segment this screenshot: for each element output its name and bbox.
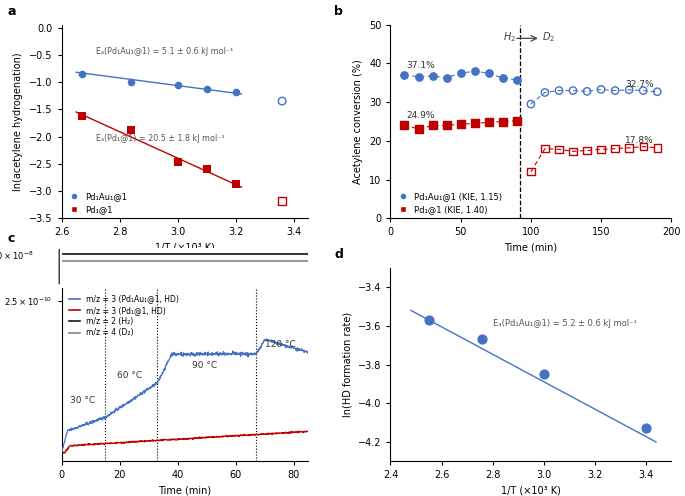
Point — [126, 78, 137, 86]
Point — [623, 144, 634, 152]
Text: a: a — [8, 5, 16, 18]
Point — [567, 147, 578, 155]
Point — [413, 73, 424, 81]
Text: b: b — [334, 5, 343, 18]
Text: 60 °C: 60 °C — [116, 371, 142, 380]
Point — [427, 72, 438, 80]
Point — [441, 74, 452, 82]
Point — [582, 87, 593, 95]
Text: 24.9%: 24.9% — [406, 111, 434, 120]
Point — [638, 143, 649, 151]
Text: 120 °C: 120 °C — [264, 340, 295, 349]
Point — [469, 120, 480, 127]
Point — [538, 371, 549, 378]
Text: Eₐ(Pd₁@1) = 20.5 ± 1.8 kJ mol⁻¹: Eₐ(Pd₁@1) = 20.5 ± 1.8 kJ mol⁻¹ — [97, 134, 225, 143]
Text: c: c — [8, 232, 15, 245]
Text: 37.1%: 37.1% — [406, 61, 435, 70]
Point — [230, 88, 241, 96]
Text: $D_2$: $D_2$ — [542, 30, 555, 44]
Point — [651, 88, 662, 96]
Point — [595, 85, 607, 93]
Point — [455, 120, 466, 128]
Point — [77, 112, 88, 120]
X-axis label: Time (min): Time (min) — [158, 486, 212, 496]
Y-axis label: ln(acetylene hydrogenation): ln(acetylene hydrogenation) — [14, 52, 23, 191]
Point — [455, 69, 466, 77]
Text: Eₐ(Pd₁Au₁@1) = 5.2 ± 0.6 kJ mol⁻¹: Eₐ(Pd₁Au₁@1) = 5.2 ± 0.6 kJ mol⁻¹ — [493, 319, 636, 328]
Text: 17.8%: 17.8% — [625, 136, 653, 145]
Point — [483, 69, 494, 77]
Legend: Pd₁Au₁@1 (KIE, 1.15), Pd₁@1 (KIE, 1.40): Pd₁Au₁@1 (KIE, 1.15), Pd₁@1 (KIE, 1.40) — [395, 192, 502, 214]
Point — [172, 81, 183, 89]
Point — [595, 145, 607, 153]
Text: 30 °C: 30 °C — [71, 396, 95, 405]
Point — [553, 87, 564, 95]
Point — [525, 168, 536, 176]
Y-axis label: ln(HD formation rate): ln(HD formation rate) — [342, 312, 352, 417]
Point — [427, 122, 438, 129]
Point — [497, 118, 508, 125]
Point — [525, 100, 536, 108]
Point — [651, 144, 662, 152]
Point — [638, 87, 649, 95]
Point — [126, 126, 137, 134]
Point — [497, 74, 508, 82]
Point — [511, 76, 522, 84]
Point — [172, 158, 183, 166]
Point — [640, 425, 651, 433]
Legend: Pd₁Au₁@1, Pd₁@1: Pd₁Au₁@1, Pd₁@1 — [66, 192, 127, 214]
Point — [567, 87, 578, 95]
Point — [423, 316, 434, 324]
Point — [553, 145, 564, 153]
Point — [483, 119, 494, 126]
Y-axis label: Acetylene conversion (%): Acetylene conversion (%) — [353, 59, 364, 184]
Point — [277, 197, 288, 205]
X-axis label: Time (min): Time (min) — [504, 243, 558, 253]
Point — [610, 87, 621, 95]
Point — [623, 86, 634, 94]
Text: d: d — [334, 248, 343, 261]
X-axis label: 1/T (×10³ K): 1/T (×10³ K) — [501, 486, 561, 496]
Point — [201, 85, 212, 93]
Point — [477, 335, 488, 343]
X-axis label: 1/T (×10³ K): 1/T (×10³ K) — [155, 243, 215, 253]
Point — [399, 121, 410, 128]
Text: 32.7%: 32.7% — [625, 80, 653, 89]
Point — [582, 146, 593, 154]
Point — [201, 165, 212, 173]
Point — [399, 71, 410, 79]
Legend: m/z = 3 (Pd₁Au₁@1, HD), m/z = 3 (Pd₁@1, HD), m/z = 2 (H₂), m/z = 4 (D₂): m/z = 3 (Pd₁Au₁@1, HD), m/z = 3 (Pd₁@1, … — [66, 292, 182, 340]
Text: $H_2$: $H_2$ — [503, 30, 516, 44]
Point — [540, 88, 551, 96]
Text: $1.0\times10^{-8}$: $1.0\times10^{-8}$ — [0, 249, 34, 262]
Point — [610, 145, 621, 153]
Point — [511, 117, 522, 124]
Point — [540, 145, 551, 153]
Point — [469, 67, 480, 75]
Text: Eₐ(Pd₁Au₁@1) = 5.1 ± 0.6 kJ mol⁻¹: Eₐ(Pd₁Au₁@1) = 5.1 ± 0.6 kJ mol⁻¹ — [97, 47, 234, 56]
Point — [441, 122, 452, 129]
Point — [230, 181, 241, 188]
Point — [277, 97, 288, 105]
Point — [77, 70, 88, 78]
Point — [413, 125, 424, 133]
Text: 90 °C: 90 °C — [192, 362, 217, 371]
